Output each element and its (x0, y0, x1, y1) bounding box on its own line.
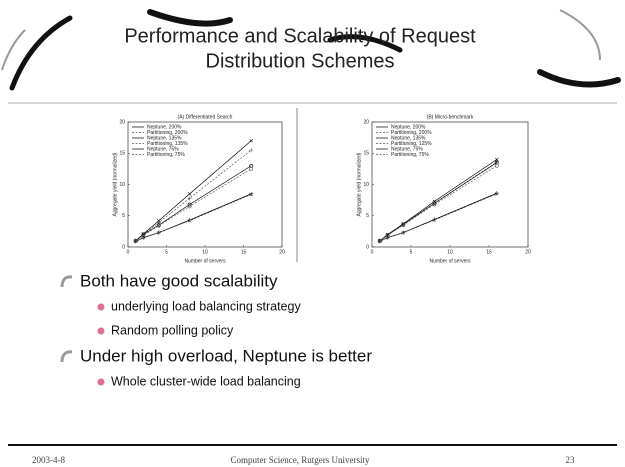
y-tick-label: 20 (119, 119, 125, 125)
x-axis-label: Number of servers (429, 258, 471, 264)
y-tick-label: 15 (363, 151, 369, 157)
x-tick-label: 5 (165, 249, 168, 255)
y-tick-label: 20 (363, 119, 369, 125)
y-tick-label: 0 (122, 244, 125, 250)
x-tick-label: 0 (127, 249, 130, 255)
y-axis-label: Aggregate yield (normalized) (356, 152, 362, 216)
page: Performance and Scalability of Request D… (0, 0, 625, 467)
y-tick-label: 5 (366, 213, 369, 219)
bullet-text: Under high overload, Neptune is better (80, 346, 372, 365)
y-tick-label: 10 (119, 182, 125, 188)
page-number: 23 (566, 455, 576, 465)
sub-bullet-text: Whole cluster-wide load balancing (111, 374, 301, 388)
sub-bullet-icon (98, 379, 105, 386)
y-tick-label: 5 (122, 213, 125, 219)
x-tick-label: 20 (525, 249, 531, 255)
sub-bullet-text: underlying load balancing strategy (111, 299, 301, 313)
footer-center: Computer Science, Rutgers University (231, 455, 370, 465)
y-tick-label: 15 (119, 151, 125, 157)
sub-bullet-icon (98, 328, 105, 335)
x-tick-label: 10 (447, 249, 453, 255)
y-tick-label: 10 (363, 182, 369, 188)
y-axis-label: Aggregate yield (normalized) (112, 152, 118, 216)
title: Performance and Scalability of Request (124, 25, 476, 47)
x-axis-label: Number of servers (184, 258, 226, 264)
chart-title: (A) Differentiated Search (178, 114, 233, 120)
x-tick-label: 15 (241, 249, 247, 255)
chart-title: (B) Micro-benchmark (427, 114, 474, 120)
legend-label: Partitioning, 75% (147, 152, 185, 158)
x-tick-label: 5 (410, 249, 413, 255)
x-tick-label: 10 (202, 249, 208, 255)
slide: Performance and Scalability of Request D… (0, 0, 625, 467)
x-tick-label: 15 (486, 249, 492, 255)
sub-bullet-icon (98, 304, 105, 311)
y-tick-label: 0 (366, 244, 369, 250)
sub-bullet-text: Random polling policy (111, 323, 234, 337)
title: Distribution Schemes (206, 50, 395, 72)
x-tick-label: 0 (371, 249, 374, 255)
legend-label: Partitioning, 75% (391, 152, 429, 158)
x-tick-label: 20 (279, 249, 285, 255)
bullet-text: Both have good scalability (80, 271, 278, 290)
footer-date: 2003-4-8 (32, 455, 65, 465)
